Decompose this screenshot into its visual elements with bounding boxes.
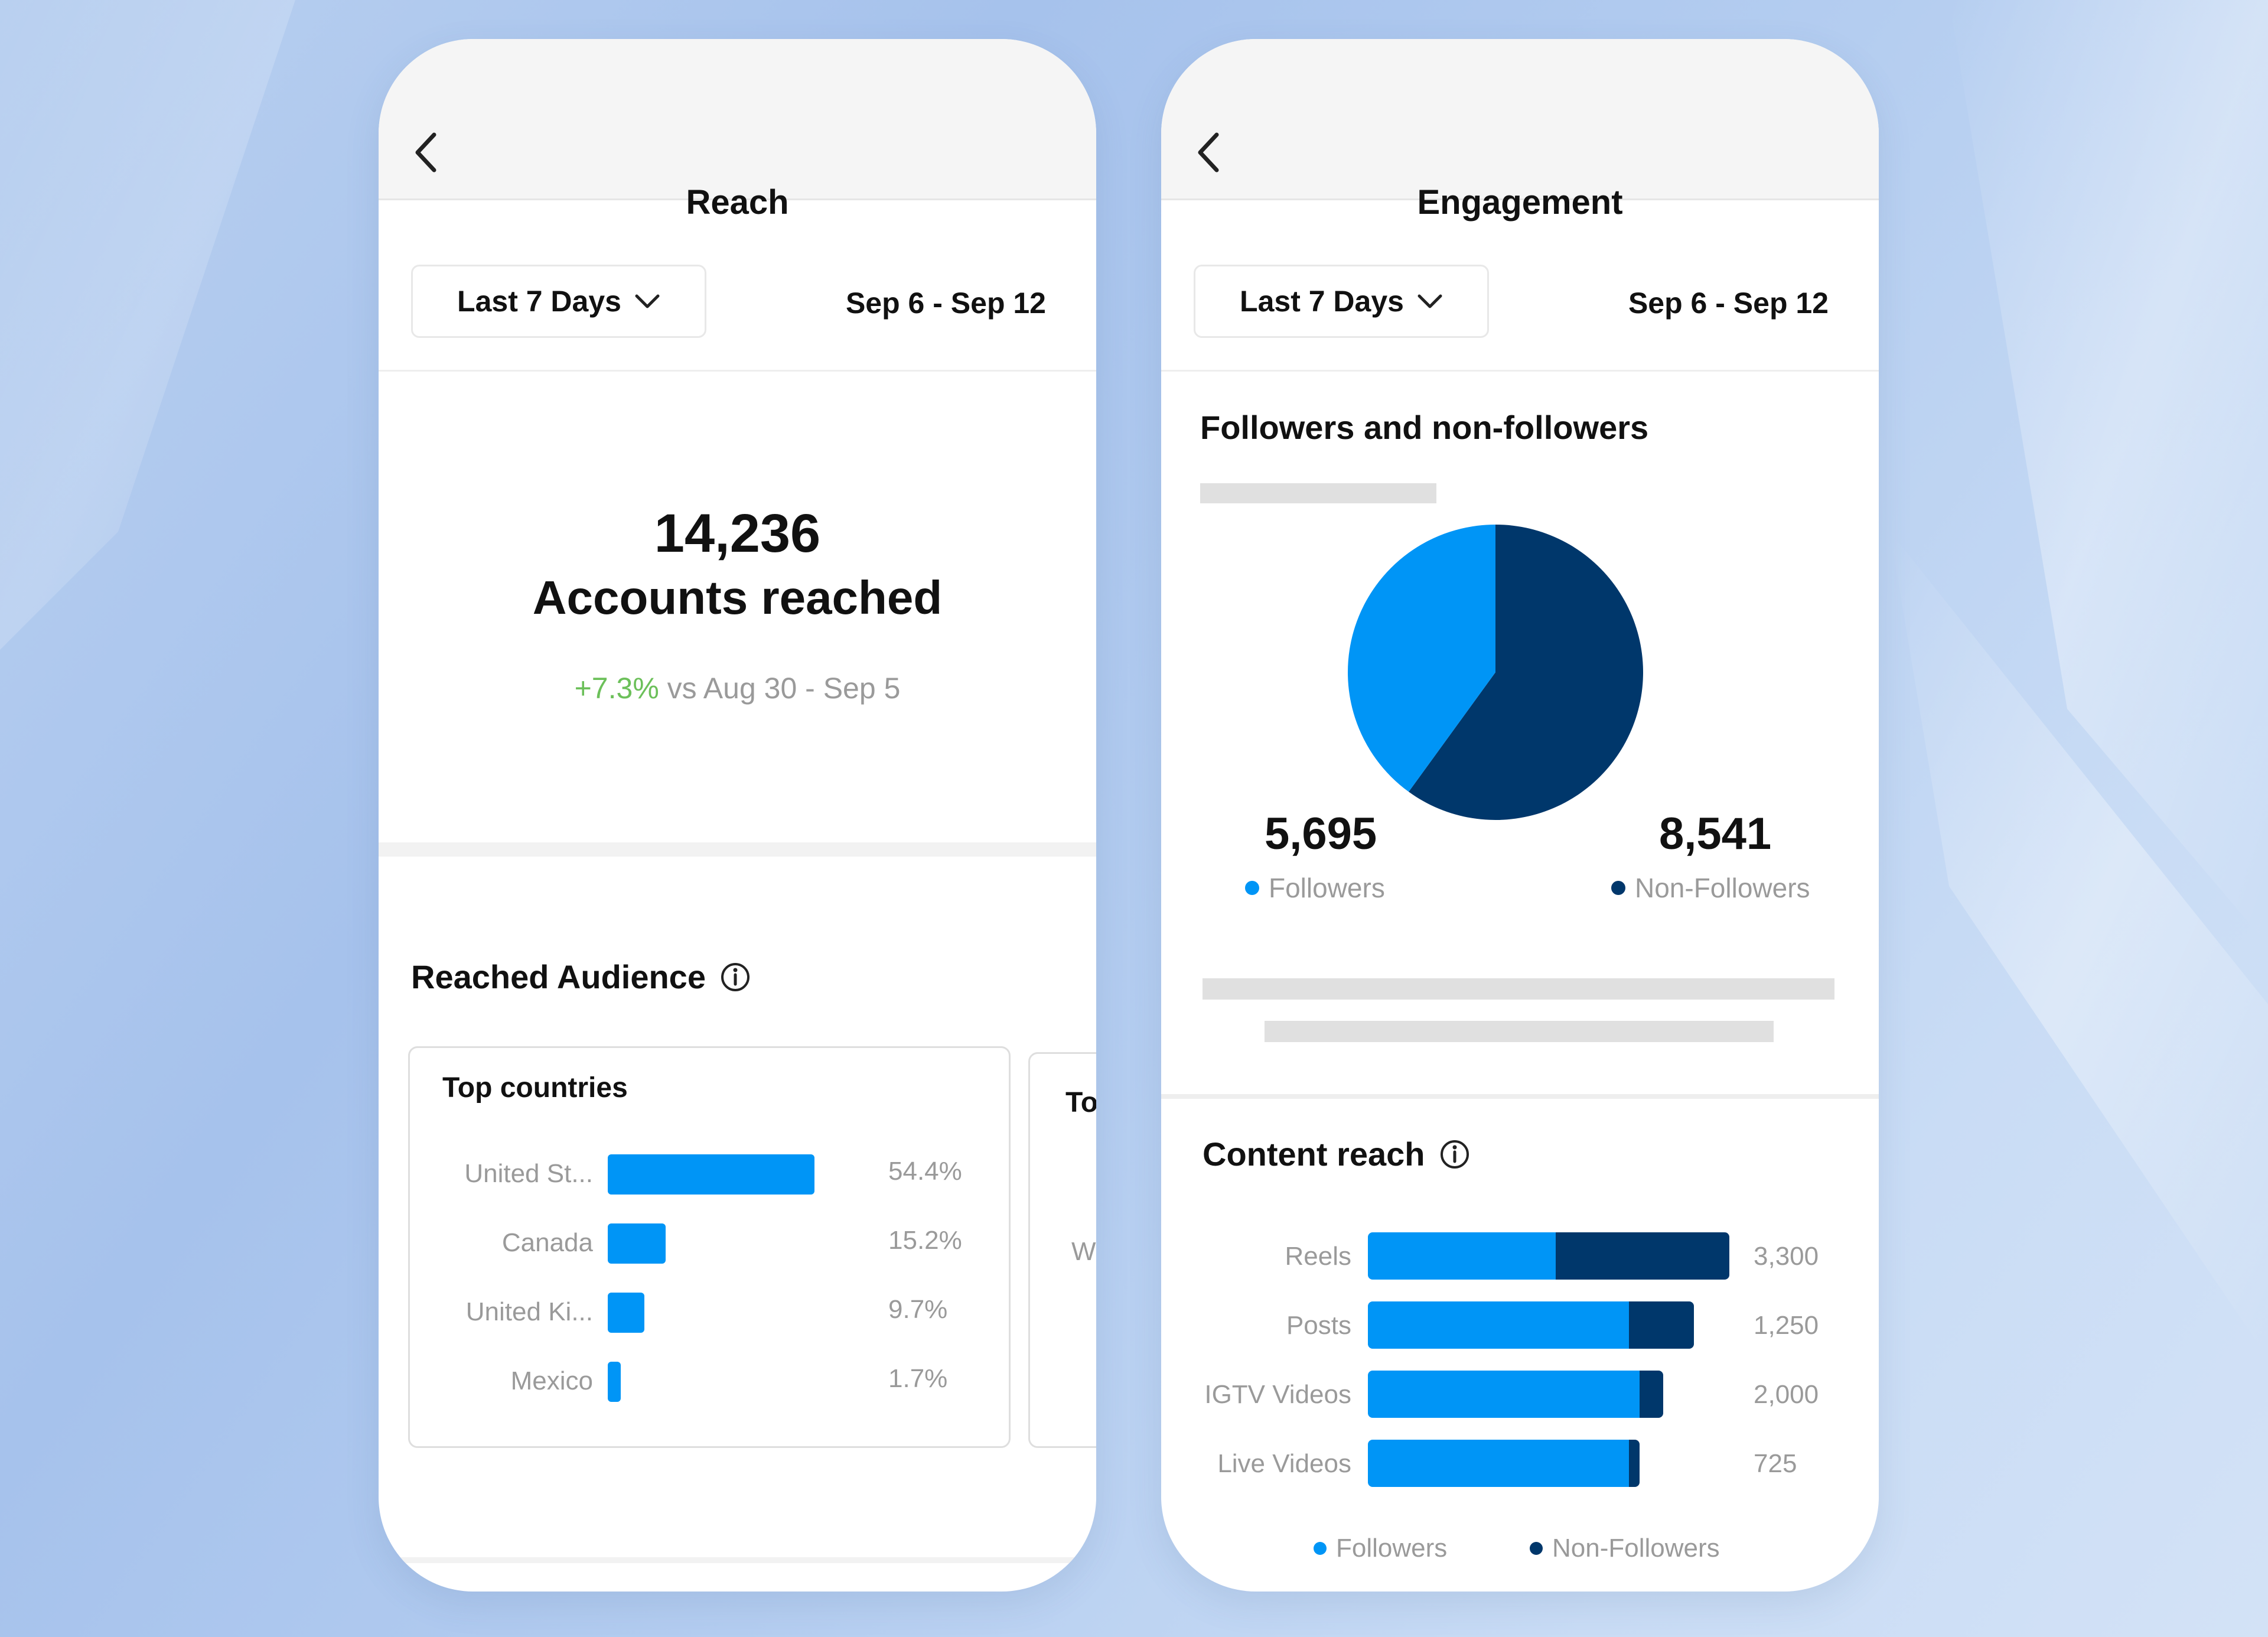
followers-dot xyxy=(1314,1542,1327,1555)
country-label: Canada xyxy=(501,1228,593,1257)
reach-comparison: +7.3% vs Aug 30 - Sep 5 xyxy=(379,671,1096,705)
reach-screen: Reach Last 7 Days Sep 6 - Sep 12 14,236 … xyxy=(379,39,1096,1592)
followers-segment xyxy=(1368,1371,1640,1418)
reached-audience-heading: Reached Audience xyxy=(411,958,751,996)
followers-segment xyxy=(1368,1301,1629,1349)
section-divider xyxy=(1161,1094,1879,1099)
date-range-dropdown[interactable]: Last 7 Days xyxy=(411,265,706,338)
page-title: Engagement xyxy=(1417,183,1623,222)
content-type-label: Posts xyxy=(1286,1311,1351,1340)
country-label: United Ki... xyxy=(465,1297,593,1326)
reached-audience-title: Reached Audience xyxy=(411,958,706,995)
content-type-label: IGTV Videos xyxy=(1204,1380,1351,1409)
non-followers-segment xyxy=(1628,1301,1694,1349)
country-percent: 54.4% xyxy=(888,1157,962,1186)
top-countries-card[interactable]: Top countries United St... 54.4% Canada 15.… xyxy=(408,1046,1011,1448)
non-followers-segment xyxy=(1628,1440,1640,1487)
content-type-label: Reels xyxy=(1285,1242,1352,1271)
non-followers-count: 8,541 xyxy=(1659,809,1772,859)
content-reach-value: 2,000 xyxy=(1754,1380,1819,1409)
country-bar xyxy=(608,1293,645,1333)
pie-chart-title: Followers and non-followers xyxy=(1200,408,1648,447)
content-reach-bar xyxy=(1368,1440,1640,1487)
non-followers-dot xyxy=(1530,1542,1543,1555)
followers-segment xyxy=(1368,1440,1629,1487)
top-countries-title: Top countries xyxy=(442,1072,628,1104)
content-reach-heading: Content reach xyxy=(1203,1135,1470,1173)
chevron-down-icon xyxy=(1418,294,1442,308)
country-label: United St... xyxy=(464,1159,593,1188)
change-percent: +7.3% xyxy=(574,672,659,705)
placeholder-bar xyxy=(1200,483,1436,503)
non-followers-dot xyxy=(1611,881,1625,895)
placeholder-line-2 xyxy=(1265,1021,1774,1042)
content-reach-value: 725 xyxy=(1754,1449,1797,1478)
followers-legend-label: Followers xyxy=(1269,873,1385,903)
followers-dot xyxy=(1245,881,1259,895)
info-icon[interactable] xyxy=(1439,1139,1470,1170)
country-label: Mexico xyxy=(510,1366,593,1395)
followers-split-title: Followers and non-followers xyxy=(1200,409,1649,446)
accounts-reached-count: 14,236 xyxy=(654,503,821,564)
next-audience-card[interactable]: To W xyxy=(1028,1052,1096,1448)
content-reach-value: 1,250 xyxy=(1754,1311,1819,1340)
back-chevron-left-icon[interactable] xyxy=(1192,129,1227,176)
filter-row: Last 7 Days Sep 6 - Sep 12 xyxy=(1161,198,1879,372)
chart-legend-followers: Followers xyxy=(1314,1534,1447,1563)
chart-legend-non-followers: Non-Followers xyxy=(1530,1534,1720,1563)
back-chevron-left-icon[interactable] xyxy=(409,129,445,176)
chevron-down-icon xyxy=(635,294,660,308)
bottom-divider xyxy=(379,1557,1096,1563)
country-percent: 9.7% xyxy=(888,1295,948,1324)
country-percent: 15.2% xyxy=(888,1226,962,1255)
placeholder-line-1 xyxy=(1203,978,1834,1000)
followers-legend: Followers xyxy=(1245,872,1385,904)
followers-segment xyxy=(1368,1232,1556,1280)
page-title: Reach xyxy=(686,183,789,222)
non-followers-slice xyxy=(1409,525,1643,820)
accounts-reached-label: Accounts reached xyxy=(532,571,943,624)
non-followers-segment xyxy=(1556,1232,1729,1280)
dropdown-label: Last 7 Days xyxy=(1240,285,1404,318)
date-range-text: Sep 6 - Sep 12 xyxy=(845,287,1046,320)
reach-header: Reach xyxy=(379,39,1096,222)
section-divider xyxy=(379,842,1096,857)
content-reach-bar xyxy=(1368,1371,1663,1418)
legend-followers-label: Followers xyxy=(1336,1534,1448,1563)
date-range-text: Sep 6 - Sep 12 xyxy=(1628,287,1829,320)
non-followers-legend: Non-Followers xyxy=(1611,872,1810,904)
content-reach-bar xyxy=(1368,1232,1729,1280)
date-range-dropdown[interactable]: Last 7 Days xyxy=(1194,265,1489,338)
country-percent: 1.7% xyxy=(888,1364,948,1393)
info-icon[interactable] xyxy=(720,962,751,992)
non-followers-legend-label: Non-Followers xyxy=(1635,873,1810,903)
content-type-label: Live Videos xyxy=(1217,1449,1351,1478)
non-followers-segment xyxy=(1640,1371,1663,1418)
engagement-header: Engagement xyxy=(1161,39,1879,222)
content-reach-value: 3,300 xyxy=(1754,1242,1819,1271)
followers-pie-chart xyxy=(1348,525,1643,820)
engagement-screen: Engagement Last 7 Days Sep 6 - Sep 12 Fo… xyxy=(1161,39,1879,1592)
dropdown-label: Last 7 Days xyxy=(457,285,621,318)
followers-slice xyxy=(1348,525,1495,792)
next-card-title-fragment: To xyxy=(1065,1087,1096,1118)
content-reach-bar xyxy=(1368,1301,1694,1349)
next-card-row-fragment: W xyxy=(1071,1237,1096,1266)
legend-non-followers-label: Non-Followers xyxy=(1552,1534,1720,1563)
followers-count: 5,695 xyxy=(1265,809,1377,859)
country-bar xyxy=(608,1154,814,1195)
change-period: vs Aug 30 - Sep 5 xyxy=(659,672,901,705)
filter-row: Last 7 Days Sep 6 - Sep 12 xyxy=(379,198,1096,372)
country-bar xyxy=(608,1223,666,1264)
country-bar xyxy=(608,1362,621,1402)
content-reach-title: Content reach xyxy=(1203,1135,1425,1173)
